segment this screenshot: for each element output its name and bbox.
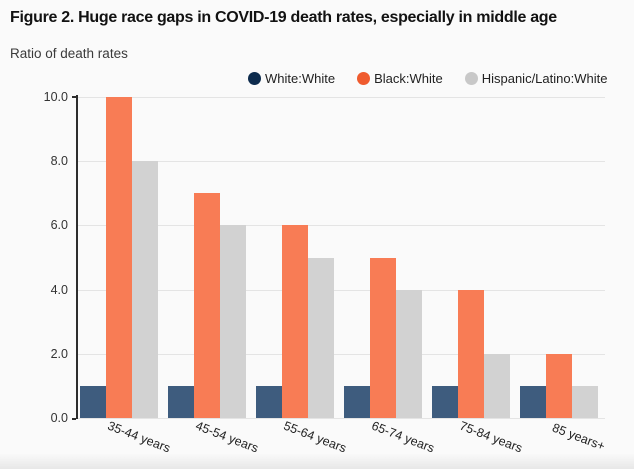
bar-black-white: [106, 97, 132, 418]
bar-black-white: [458, 289, 484, 418]
bottom-shade: [0, 453, 634, 469]
x-label-cell: 75-84 years: [429, 419, 525, 456]
y-axis-tick-label: 4.0: [50, 282, 68, 297]
bar-group-45-54-years: [165, 97, 253, 418]
y-axis-tick-label: 10.0: [43, 90, 68, 104]
bar-group-35-44-years: [77, 97, 165, 418]
bar-black-white: [370, 257, 396, 418]
x-label-cell: 35-44 years: [77, 419, 173, 456]
bar-white-white: [80, 385, 106, 418]
gridline-y4.0: [77, 289, 605, 291]
y-axis-tick-label: 0.0: [50, 411, 68, 425]
bar-white-white: [256, 385, 282, 418]
bar-hispanic-latino-white: [308, 257, 334, 418]
bar-group-85-years+: [517, 97, 605, 418]
y-axis-tick-label: 8.0: [50, 154, 68, 169]
bar-black-white: [546, 353, 572, 418]
legend-label: Black:White: [374, 71, 443, 86]
bar-group-75-84-years: [429, 97, 517, 418]
x-label-cell: 85 years+: [517, 421, 608, 454]
legend-dot-icon: [248, 72, 261, 85]
bar-black-white: [282, 225, 308, 418]
legend-label: White:White: [265, 71, 336, 86]
bar-group-55-64-years: [253, 97, 341, 418]
bar-hispanic-latino-white: [484, 353, 510, 418]
y-axis-tick-label: 6.0: [50, 218, 68, 233]
legend-item-hispanic-latino-white: Hispanic/Latino:White: [464, 71, 608, 86]
legend-dot-icon: [357, 72, 371, 85]
gridline-y2.0: [77, 353, 605, 355]
gridline-y0.0: [77, 418, 605, 419]
bar-group-65-74-years: [341, 97, 429, 418]
y-axis-tick: [72, 418, 76, 420]
x-axis-tick-label: 75-84 years: [457, 418, 525, 456]
bar-hispanic-latino-white: [220, 225, 246, 418]
chart-subtitle: Ratio of death rates: [10, 46, 128, 61]
bar-white-white: [432, 385, 458, 418]
bars-area: [77, 97, 605, 418]
y-axis-tick: [72, 96, 76, 98]
bar-black-white: [194, 193, 220, 418]
y-axis-line: [75, 95, 78, 419]
x-label-cell: 45-54 years: [165, 419, 261, 456]
bar-white-white: [520, 385, 546, 418]
legend-item-white-white: White:White: [248, 71, 335, 86]
bar-white-white: [168, 385, 194, 418]
x-label-cell: 65-74 years: [341, 419, 437, 456]
chart-legend: White:White Black:White Hispanic/Latino:Wh…: [248, 71, 607, 86]
legend-label: Hispanic/Latino:White: [481, 71, 608, 86]
x-axis-tick-label: 45-54 years: [193, 418, 261, 456]
gridline-y10.0: [77, 97, 605, 98]
gridline-y6.0: [77, 225, 605, 227]
bar-hispanic-latino-white: [132, 161, 158, 418]
bar-hispanic-latino-white: [396, 289, 422, 418]
gridline-y8.0: [77, 161, 605, 163]
x-axis-tick-label: 55-64 years: [281, 418, 349, 456]
legend-item-black-white: Black:White: [357, 71, 443, 86]
chart-title: Figure 2. Huge race gaps in COVID-19 dea…: [10, 9, 557, 26]
y-axis-tick-label: 2.0: [50, 346, 68, 361]
x-axis-tick-label: 35-44 years: [105, 418, 173, 456]
x-label-cell: 55-64 years: [253, 419, 349, 456]
legend-dot-icon: [464, 72, 478, 85]
x-axis-labels: 35-44 years 45-54 years 55-64 years 65-74 y…: [77, 419, 608, 456]
x-axis-tick-label: 85 years+: [550, 420, 608, 454]
x-axis-tick-label: 65-74 years: [369, 418, 437, 456]
bar-hispanic-latino-white: [572, 385, 598, 418]
bar-white-white: [344, 385, 370, 418]
